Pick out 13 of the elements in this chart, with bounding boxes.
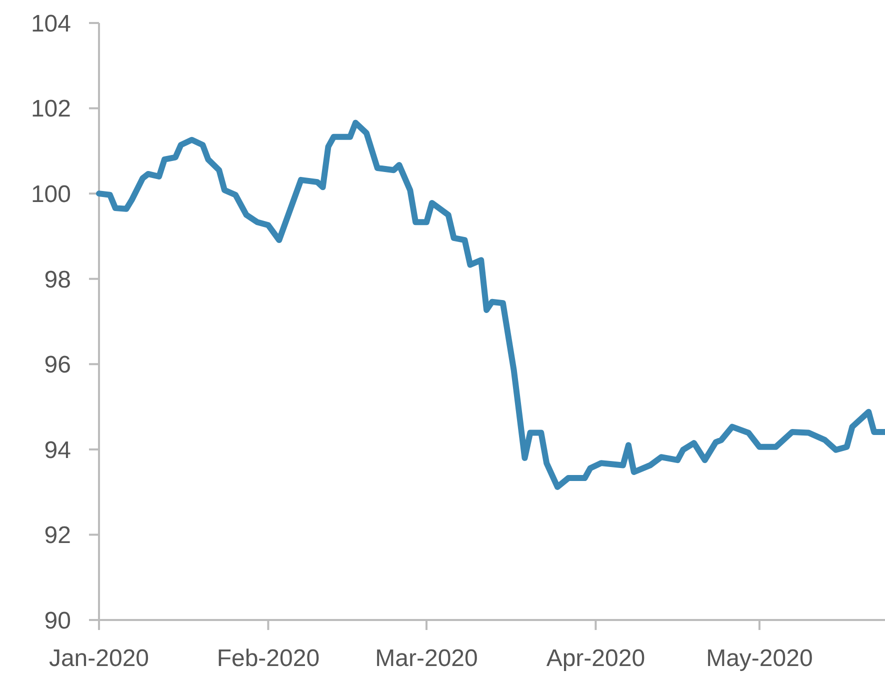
x-tick-label: Mar-2020	[375, 645, 478, 672]
y-tick-label: 100	[30, 180, 71, 208]
y-tick-label: 102	[30, 96, 71, 123]
y-tick-label: 92	[44, 522, 71, 550]
y-tick-label: 96	[44, 352, 71, 379]
x-tick-label: Feb-2020	[216, 645, 320, 672]
x-tick-label: Jan-2020	[48, 645, 150, 672]
y-tick-label: 98	[44, 266, 71, 294]
y-tick-label: 104	[30, 10, 71, 38]
x-tick-label: Apr-2020	[546, 645, 646, 672]
x-tick-label: May-2020	[706, 645, 813, 672]
y-tick-label: 90	[44, 607, 71, 634]
y-tick-label: 94	[44, 436, 71, 464]
